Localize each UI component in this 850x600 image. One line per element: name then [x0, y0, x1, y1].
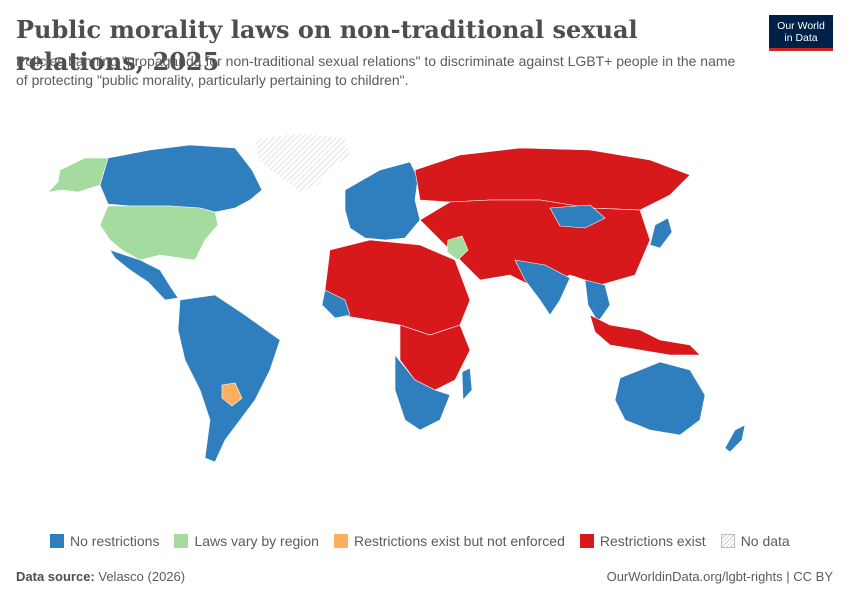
- region-canada[interactable]: [99, 144, 263, 213]
- data-source: Data source: Velasco (2026): [16, 569, 185, 584]
- footer-links: OurWorldinData.org/lgbt-rights | CC BY: [607, 569, 833, 584]
- world-map[interactable]: [0, 100, 850, 520]
- legend-swatch: [333, 534, 348, 548]
- region-mexico-central-america[interactable]: [109, 249, 179, 301]
- footer-separator: |: [782, 569, 794, 584]
- owid-url-link[interactable]: OurWorldinData.org/lgbt-rights: [606, 569, 783, 584]
- region-madagascar[interactable]: [461, 367, 473, 401]
- chart-title: Public morality laws on non-traditional …: [16, 15, 638, 76]
- region-mongolia[interactable]: [549, 204, 606, 229]
- legend-label: Restrictions exist: [599, 533, 706, 549]
- logo-line-2: in Data: [784, 32, 818, 44]
- legend-label: No data: [740, 533, 790, 549]
- license-link[interactable]: CC BY: [793, 569, 833, 584]
- region-west-africa[interactable]: [321, 289, 351, 319]
- legend-item-no-restrictions[interactable]: No restrictions: [50, 533, 159, 549]
- region-south-america[interactable]: [177, 294, 281, 463]
- region-australia[interactable]: [614, 361, 706, 436]
- region-japan[interactable]: [649, 217, 673, 249]
- owid-logo[interactable]: Our World in Data: [769, 15, 833, 51]
- region-north-africa[interactable]: [324, 239, 471, 336]
- region-europe[interactable]: [344, 161, 421, 241]
- logo-line-1: Our World: [777, 20, 825, 32]
- data-source-value[interactable]: Velasco (2026): [98, 569, 186, 584]
- legend-label: Restrictions exist but not enforced: [353, 533, 565, 549]
- legend-swatch: [720, 534, 735, 548]
- legend-item-restrictions-exist[interactable]: Restrictions exist: [579, 533, 706, 549]
- region-south-asia[interactable]: [514, 259, 571, 316]
- region-southeast-asia[interactable]: [584, 279, 611, 323]
- region-russia[interactable]: [414, 147, 691, 211]
- legend-swatch: [174, 534, 189, 548]
- region-new-zealand[interactable]: [724, 424, 746, 453]
- legend-swatch: [579, 534, 594, 548]
- chart-subtitle: Policies banning "propaganda for non-tra…: [16, 53, 736, 88]
- region-iraq[interactable]: [446, 235, 469, 261]
- region-southern-africa[interactable]: [394, 354, 451, 431]
- region-central-east-africa[interactable]: [399, 324, 471, 391]
- map-legend: No restrictions Laws vary by region Restri…: [50, 533, 810, 549]
- region-paraguay[interactable]: [221, 382, 243, 407]
- legend-item-no-data[interactable]: No data: [720, 533, 790, 549]
- legend-label: Laws vary by region: [194, 533, 319, 549]
- region-usa[interactable]: [99, 205, 219, 261]
- data-source-label: Data source:: [16, 569, 95, 584]
- legend-swatch: [50, 534, 64, 548]
- legend-label: No restrictions: [70, 533, 160, 549]
- legend-item-not-enforced[interactable]: Restrictions exist but not enforced: [333, 533, 565, 549]
- region-alaska[interactable]: [47, 157, 109, 193]
- region-greenland[interactable]: [254, 132, 351, 193]
- legend-item-laws-vary[interactable]: Laws vary by region: [174, 533, 319, 549]
- region-indonesia[interactable]: [589, 314, 701, 356]
